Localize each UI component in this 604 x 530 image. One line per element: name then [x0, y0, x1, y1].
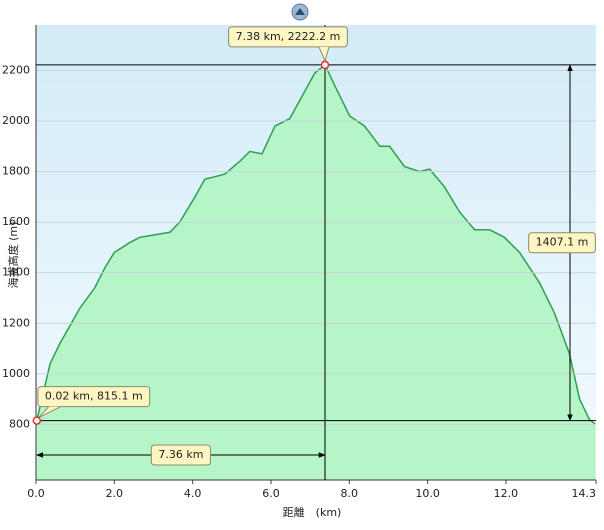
x-tick-label: 10.0 [415, 487, 440, 500]
y-tick-label: 1400 [2, 266, 30, 279]
x-tick-label: 8.0 [341, 487, 359, 500]
y-tick-label: 1000 [2, 367, 30, 380]
climb-box [528, 232, 596, 254]
peak-box [228, 26, 348, 48]
y-tick-label: 1800 [2, 165, 30, 178]
x-tick-label: 2.0 [106, 487, 124, 500]
x-tick-label: 4.0 [184, 487, 202, 500]
collapse-button[interactable] [291, 3, 309, 21]
x-tick-label: 12.0 [494, 487, 519, 500]
peak-label: 7.38 km, 2222.2 m [236, 30, 341, 43]
y-tick-label: 1200 [2, 316, 30, 329]
y-tick-label: 2200 [2, 64, 30, 77]
x-tick-label: 14.3 [572, 487, 597, 500]
x-axis-label: 距離 (km) [283, 505, 342, 519]
climb-label: 1407.1 m [536, 236, 589, 249]
y-tick-label: 1600 [2, 215, 30, 228]
start-box [37, 386, 151, 408]
y-axis-label: 海拔高度 (m) [6, 222, 20, 289]
start-label: 0.02 km, 815.1 m [45, 390, 143, 403]
marker-point [320, 60, 330, 70]
x-tick-label: 0.0 [27, 487, 45, 500]
distance-box [150, 444, 211, 466]
marker-point [32, 416, 42, 425]
elevation-line [36, 63, 597, 425]
distance-label: 7.36 km [158, 448, 203, 461]
y-tick-label: 2000 [2, 114, 30, 127]
x-tick-label: 6.0 [262, 487, 280, 500]
y-tick-label: 800 [9, 417, 30, 430]
